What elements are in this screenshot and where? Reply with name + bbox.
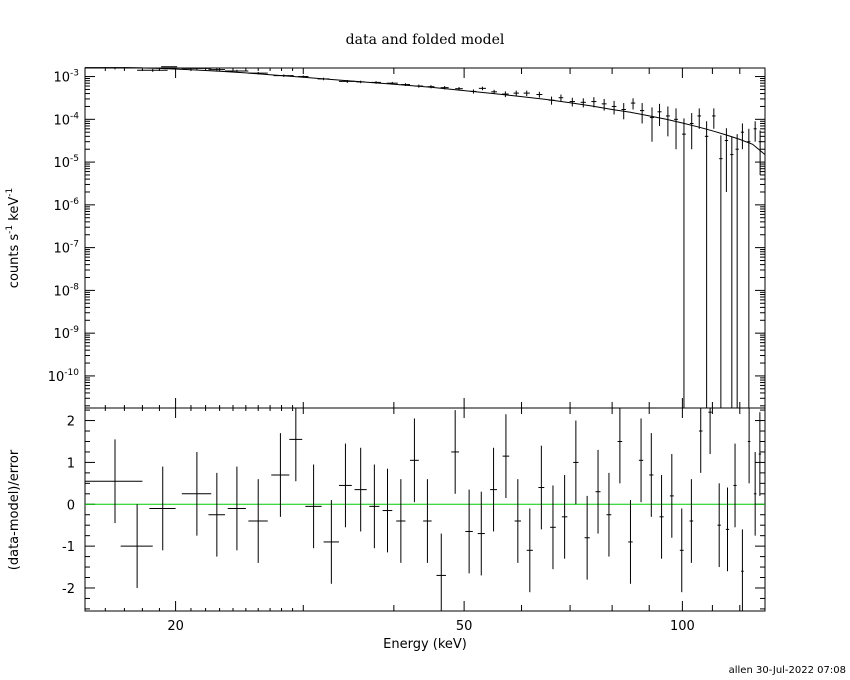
y-tick-label-bottom-panel: 2 [67,415,75,430]
chart-title: data and folded model [346,32,505,48]
x-tick-label: 20 [167,619,184,634]
bottom-panel-data [85,408,765,611]
y-tick-label-top-panel: 10-3 [53,69,79,86]
y-tick-label-top-panel: 10-7 [53,240,79,257]
x-tick-label: 100 [670,619,695,634]
top-panel-data [85,66,766,408]
folded-model-line [85,67,766,155]
y-tick-label-bottom-panel: 1 [67,456,75,471]
x-axis-label: Energy (keV) [383,637,467,652]
y-tick-label-top-panel: 10-9 [53,325,79,342]
y-tick-label-top-panel: 10-10 [48,368,80,385]
top-panel-ticks: 10-3 10-4 10-5 10-6 10-7 10-8 10-9 10-10 [48,68,766,408]
y-tick-label-top-panel: 10-8 [53,282,79,299]
footer-stamp: allen 30-Jul-2022 07:08 [729,665,846,676]
y-tick-label-top-panel: 10-6 [53,197,79,214]
x-tick-label: 50 [456,619,473,634]
bottom-panel-ticks: 20 50 100 2 1 0 -1 -2 [62,408,766,634]
bottom-panel-frame [84,407,766,612]
y-tick-label-bottom-panel: 0 [67,498,75,513]
bottom-y-axis-label: (data-model)/error [7,449,22,570]
y-tick-label-bottom-panel: -2 [62,582,75,597]
y-tick-label-top-panel: 10-5 [53,154,79,171]
y-tick-label-top-panel: 10-4 [53,111,79,128]
top-y-axis-label: counts s-1 keV-1 [5,188,22,288]
y-tick-label-bottom-panel: -1 [62,540,75,555]
